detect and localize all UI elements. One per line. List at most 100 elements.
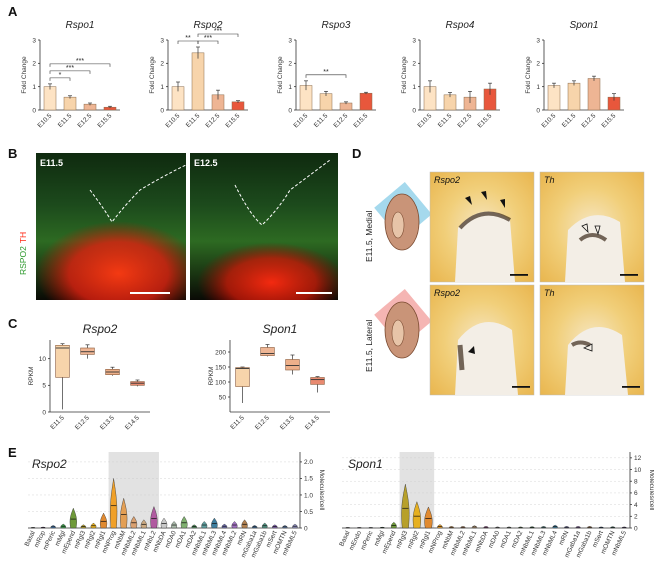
y-tick-label: 1.0 [304, 492, 313, 499]
rspo2-label: RSPO2 [18, 246, 28, 275]
y-axis-label: Fold Change [277, 56, 284, 94]
chart-title: Rspo2 [32, 457, 67, 471]
y-axis-label: Fold Change [401, 56, 408, 94]
bar [63, 96, 77, 111]
bar-chart-rspo2: Rspo2 0 1 2 3 Fold Change E10.5 E11.5 E12.5 E15.5… [149, 20, 248, 129]
y-tick-label: 200 [215, 349, 226, 356]
bar-chart-rspo4: Rspo4 0 1 2 3 Fold Change E10.5 E11.5 E12.5 E15.5 [401, 20, 500, 129]
violin [412, 501, 421, 529]
significance-bracket [49, 63, 111, 67]
panel-label-b: B [8, 146, 17, 161]
y-tick-label: 3 [32, 37, 36, 44]
y-tick-label: 0 [634, 525, 638, 532]
y-tick-label: 3 [536, 37, 540, 44]
panel-label-d: D [352, 146, 361, 161]
x-tick-label: E11.5 [49, 414, 66, 431]
box [260, 347, 275, 356]
image-d-lateral-th: Th [539, 284, 645, 396]
bar [43, 86, 57, 111]
panel-label-e: E [8, 445, 17, 460]
x-tick-label: E12.5 [254, 414, 271, 431]
significance-label: * [59, 72, 62, 79]
bar [587, 78, 601, 111]
significance-bracket [197, 33, 239, 37]
panel-e-violin-plots: Rspo200.51.01.52.0Molecules/cellBasalmRo… [24, 452, 654, 559]
significance-label: *** [214, 28, 222, 35]
bar [547, 85, 561, 111]
significance-label: ** [323, 69, 329, 76]
x-tick-label: E10.5 [292, 112, 309, 129]
significance-label: *** [66, 65, 74, 72]
x-tick-label: E13.5 [99, 414, 116, 431]
embryo-schematic-medial [374, 182, 432, 251]
th-label: TH [18, 232, 28, 243]
x-tick-label: E10.5 [164, 112, 181, 129]
image-d-medial-th: Th [539, 171, 645, 283]
y-tick-label: 0 [288, 107, 292, 114]
y-tick-label: 4 [634, 502, 638, 509]
x-tick-label: E11.5 [57, 112, 74, 129]
violin [150, 505, 158, 529]
y-tick-label: 2 [412, 61, 416, 68]
violin [160, 517, 168, 529]
th-signal-left [36, 205, 186, 300]
x-tick-label: E15.5 [96, 112, 113, 129]
label-rspo2-medial: Rspo2 [434, 175, 460, 185]
y-tick-label: 5 [42, 383, 46, 390]
box [235, 367, 250, 387]
y-tick-label: 3 [160, 37, 164, 44]
y-tick-label: 10 [39, 356, 47, 363]
y-axis-label: Molecules/cell [318, 470, 325, 511]
y-tick-label: 2 [634, 514, 638, 521]
y-tick-label: 1 [288, 84, 292, 91]
chart-title: Spon1 [570, 20, 599, 31]
y-tick-label: 2.0 [304, 459, 313, 466]
x-tick-label: E13.5 [279, 414, 296, 431]
y-tick-label: 6 [634, 490, 638, 497]
box [55, 345, 70, 378]
y-tick-label: 2 [288, 61, 292, 68]
x-tick-label: E11.5 [437, 112, 454, 129]
bar-chart-spon1: Spon1 0 1 2 3 Fold Change E10.5 E11.5 E12.5 E15.5 [525, 20, 624, 129]
violin [140, 519, 147, 529]
y-tick-label: 1 [160, 84, 164, 91]
x-tick-label: E10.5 [540, 112, 557, 129]
significance-label: *** [204, 35, 212, 42]
box-plot-rspo2: Rspo2 0 5 10 RPKM E11.5 E12.5 E13.5 E14.5 [28, 322, 150, 431]
y-tick-label: 2 [536, 61, 540, 68]
panel-b-ylabel: RSPO2 TH [18, 232, 28, 275]
chart-title: Rspo2 [83, 322, 118, 336]
box [80, 347, 95, 355]
image-d-medial-rspo2: Rspo2 [429, 171, 535, 283]
box-plot-spon1: Spon1 50 100 150 200 RPKM E11.5 E12.5 E13.5 E14.5 [208, 322, 330, 431]
bar [359, 92, 373, 111]
x-tick-label: E15.5 [476, 112, 493, 129]
x-tick-label: E11.5 [229, 414, 246, 431]
y-axis-label: Fold Change [525, 56, 532, 94]
x-tick-label: E14.5 [304, 414, 321, 431]
scale-bar-right [296, 292, 332, 294]
y-tick-label: 1 [32, 84, 36, 91]
y-tick-label: 0 [160, 107, 164, 114]
label-e12-5: E12.5 [194, 158, 218, 168]
chart-title: Spon1 [263, 322, 298, 336]
y-tick-label: 3 [412, 37, 416, 44]
y-tick-label: 100 [215, 379, 226, 386]
x-tick-label: E12.5 [332, 112, 349, 129]
dashed-outline-left [89, 164, 187, 223]
label-th-lateral: Th [544, 288, 555, 298]
bar-chart-rspo3: Rspo3 0 1 2 3 Fold Change E10.5 E11.5 E12.5 E15.5… [277, 20, 376, 129]
violin [424, 506, 433, 529]
violin [211, 517, 218, 529]
y-tick-label: 2 [32, 61, 36, 68]
panel-c-box-plots: Rspo2 0 5 10 RPKM E11.5 E12.5 E13.5 E14.5 Spon1 50… [28, 322, 330, 431]
bar-chart-rspo1: Rspo1 0 1 2 3 Fold Change E10.5 E11.5 E12.5 E15.5… [21, 20, 120, 129]
x-tick-label: E12.5 [456, 112, 473, 129]
y-tick-label: 8 [634, 479, 638, 486]
significance-label: ** [185, 35, 191, 42]
y-axis-label: RPKM [28, 367, 35, 386]
label-th-medial: Th [544, 175, 555, 185]
chart-title: Spon1 [348, 457, 383, 471]
